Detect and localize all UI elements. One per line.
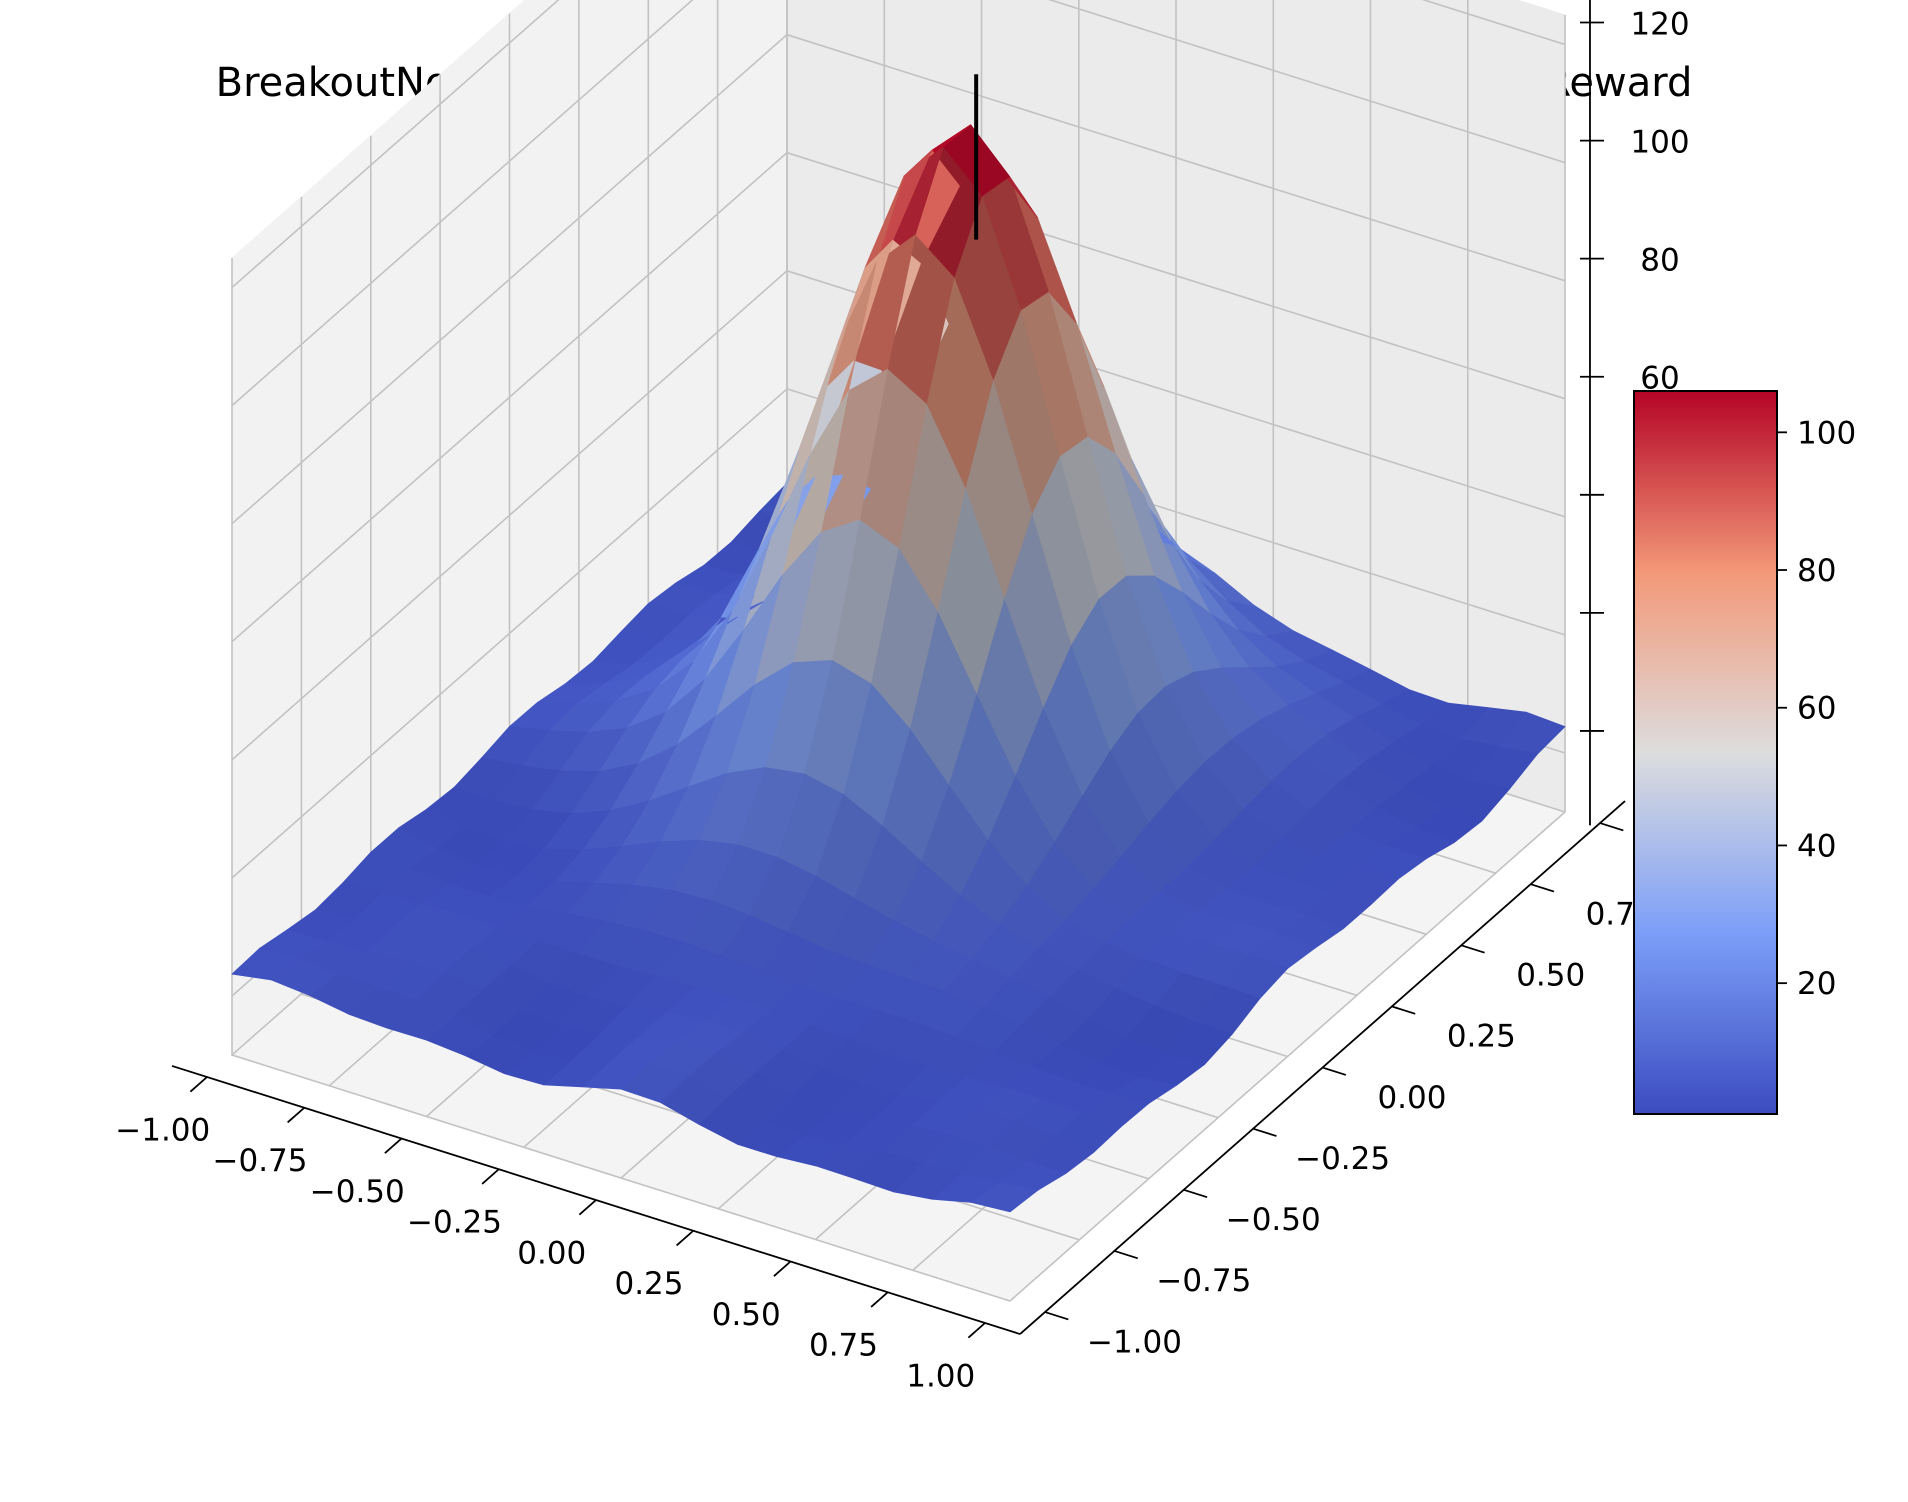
x-tick-label: −1.00 [115, 1112, 210, 1148]
surface-plot [231, 124, 1566, 1213]
y-tick-label: −0.50 [1226, 1202, 1321, 1238]
x-tick-label: −0.50 [310, 1174, 405, 1210]
x-tick [384, 1137, 403, 1154]
y-tick-label: −0.75 [1156, 1263, 1251, 1299]
colorbar-scale [1633, 390, 1778, 1115]
x-tick-label: −0.75 [213, 1143, 308, 1179]
y-tick [1252, 1127, 1277, 1137]
x-tick [967, 1322, 986, 1339]
colorbar-tick-label: 20 [1797, 966, 1836, 1002]
x-tick [578, 1199, 597, 1216]
y-tick [1391, 1005, 1416, 1015]
x-tick-label: −0.25 [407, 1205, 502, 1241]
y-tick-label: −1.00 [1087, 1324, 1182, 1360]
y-tick [1114, 1250, 1138, 1260]
colorbar-tick-label: 60 [1797, 691, 1836, 727]
grid-line [231, 151, 1566, 643]
y-tick-label: 0.00 [1377, 1080, 1446, 1116]
z-tick-label: 120 [1630, 7, 1689, 43]
grid-line [231, 269, 1566, 761]
x-tick-label: 1.00 [906, 1358, 975, 1394]
y-tick-label: 0.50 [1516, 958, 1585, 994]
x-tick-label: 0.50 [712, 1297, 781, 1333]
y-tick [1460, 944, 1485, 954]
y-tick [1183, 1188, 1208, 1199]
y-tick [1530, 883, 1555, 893]
grid-line [231, 388, 1566, 879]
y-tick-label: −0.25 [1295, 1141, 1390, 1177]
colorbar-tick-label: 40 [1797, 828, 1836, 864]
x-tick [773, 1260, 792, 1277]
colorbar-tick-label: 80 [1797, 553, 1836, 589]
grid-line [231, 0, 1566, 407]
x-tick [481, 1168, 500, 1185]
y-tick-label: 0.25 [1447, 1019, 1516, 1055]
surface-facet [231, 947, 300, 981]
x-tick-label: 0.75 [809, 1328, 878, 1364]
colorbar: 20 40 60 80 100 [1633, 390, 1856, 1115]
x-tick [870, 1291, 889, 1308]
grid-line [231, 0, 1566, 289]
x-tick [287, 1107, 305, 1124]
z-tick-label: 100 [1630, 125, 1689, 161]
x-tick-label: 0.00 [517, 1235, 586, 1271]
x-tick [189, 1076, 208, 1093]
grid-line [231, 33, 1566, 525]
z-tick-label: 80 [1640, 243, 1679, 279]
x-axis-ticks: −1.00−0.75−0.50−0.25 0.00 0.25 0.50 0.75 1.00 [115, 1076, 986, 1394]
y-tick [1044, 1311, 1069, 1321]
y-tick [1322, 1066, 1347, 1076]
x-tick-label: 0.25 [614, 1266, 683, 1302]
y-tick [1599, 822, 1624, 832]
x-tick [676, 1230, 694, 1247]
colorbar-tick-label: 100 [1797, 415, 1856, 451]
